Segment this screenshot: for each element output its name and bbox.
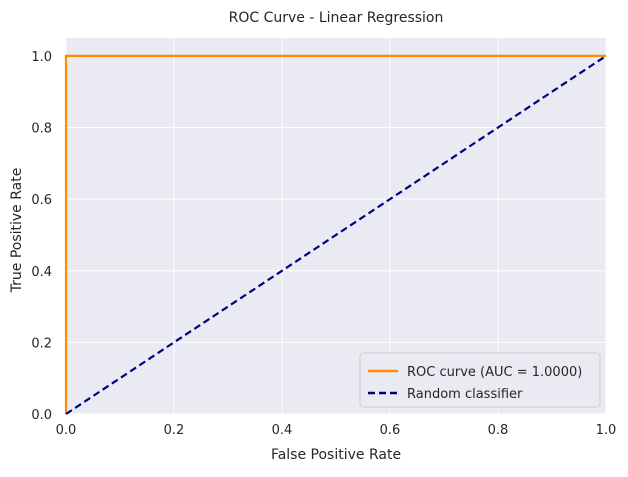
x-axis-label: False Positive Rate: [271, 447, 401, 463]
chart-title: ROC Curve - Linear Regression: [229, 10, 444, 26]
y-tick-label: 1.0: [31, 50, 52, 65]
x-tick-label: 0.8: [488, 423, 509, 438]
y-tick-label: 0.8: [31, 122, 52, 137]
y-tick-label: 0.2: [31, 336, 52, 351]
y-tick-label: 0.0: [31, 408, 52, 423]
x-tick-label: 0.4: [272, 423, 293, 438]
legend-label-roc-curve: ROC curve (AUC = 1.0000): [407, 365, 582, 380]
x-tick-label: 0.2: [164, 423, 185, 438]
tick-label-layer: 0.0 0.2 0.4 0.6 0.8 1.0 0.0 0.2 0.4 0.6 0.8 1.0: [31, 50, 616, 438]
legend-box: [359, 352, 601, 408]
legend: ROC curve (AUC = 1.0000) Random classifi…: [359, 352, 601, 408]
random-classifier-line: [65, 54, 607, 415]
x-tick-label: 0.6: [380, 423, 401, 438]
y-axis-label: True Positive Rate: [9, 168, 25, 294]
x-tick-label: 1.0: [596, 423, 617, 438]
y-tick-label: 0.6: [31, 193, 52, 208]
roc-curve-line: [64, 54, 606, 414]
plot-area: [66, 38, 606, 414]
y-tick-label: 0.4: [31, 265, 52, 280]
series-layer: [64, 54, 607, 415]
x-tick-label: 0.0: [56, 423, 77, 438]
legend-label-random-classifier: Random classifier: [407, 387, 523, 402]
